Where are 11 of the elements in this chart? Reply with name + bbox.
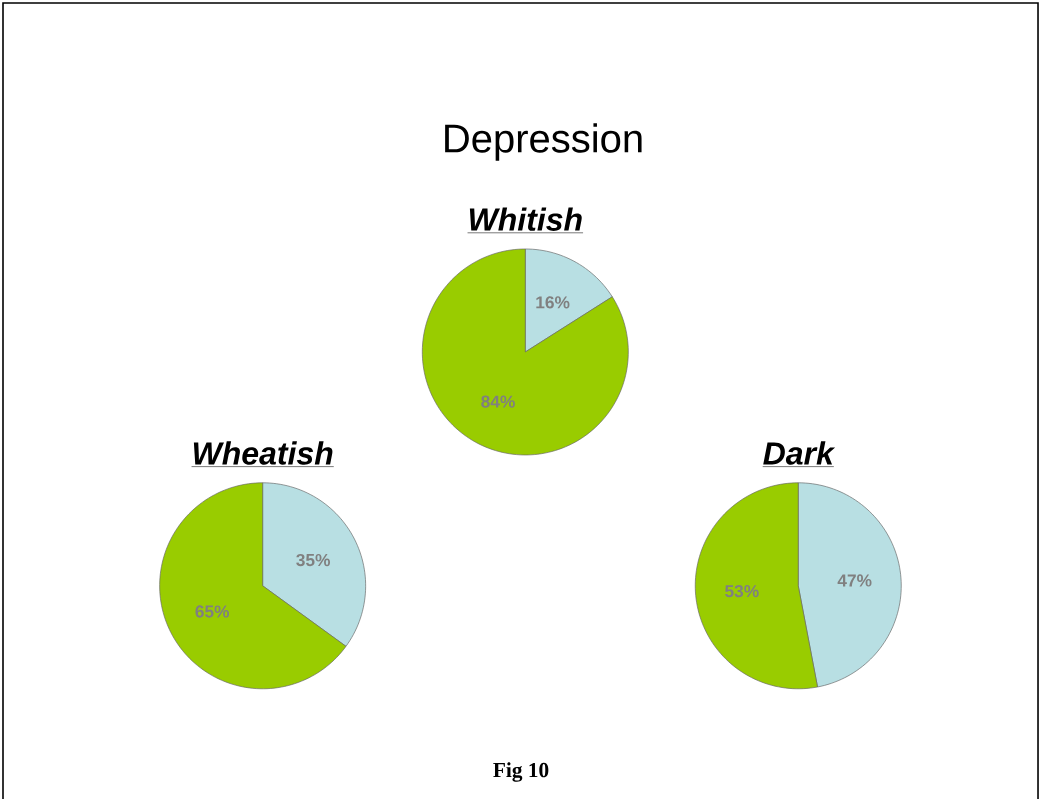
data-label: 53% — [725, 584, 759, 598]
data-label: 16% — [536, 296, 570, 309]
chart-title: Wheatish — [193, 441, 333, 465]
data-label: 35% — [296, 553, 331, 567]
chart-title: Dark — [763, 441, 836, 465]
data-label: 65% — [195, 605, 230, 618]
chart-title: Whitish — [469, 207, 582, 231]
data-label: 47% — [837, 574, 872, 587]
text: Depression — [445, 123, 642, 161]
data-label: 84% — [481, 395, 515, 408]
caption: Fig 10 — [493, 762, 549, 782]
